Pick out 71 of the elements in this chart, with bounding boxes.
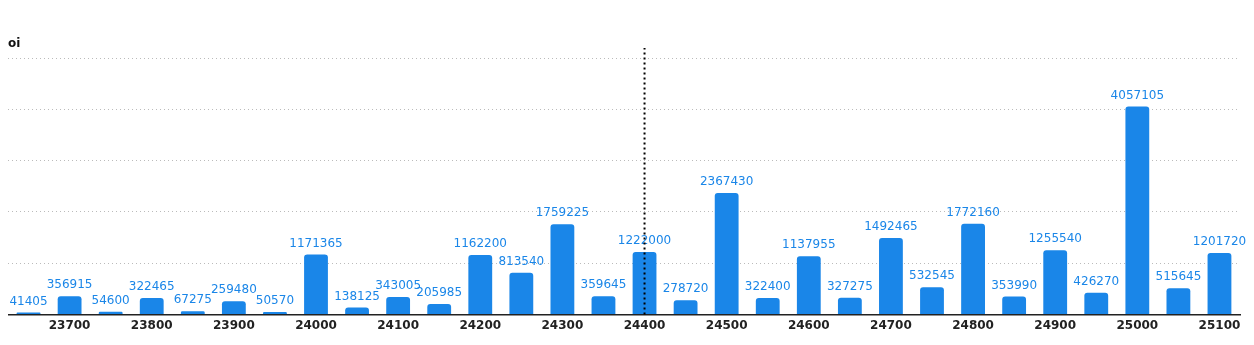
bar	[1125, 106, 1150, 315]
data-label: 138125	[334, 288, 380, 303]
data-label: 322465	[128, 279, 175, 294]
bar	[57, 296, 82, 315]
bar	[427, 304, 452, 315]
data-label: 327275	[826, 278, 873, 293]
data-label: 41405	[9, 293, 48, 308]
x-tick-label: 24100	[377, 317, 420, 332]
bar	[632, 251, 657, 315]
data-label: 4057105	[1110, 87, 1165, 102]
data-label: 426270	[1073, 273, 1120, 288]
bar	[1084, 292, 1109, 315]
x-tick-label: 24800	[952, 317, 994, 332]
data-label: 2367430	[699, 174, 754, 189]
bar	[550, 224, 575, 315]
data-label: 278720	[662, 281, 709, 296]
data-label: 359645	[580, 277, 627, 292]
y-axis-title: oi	[8, 36, 21, 51]
bar	[263, 312, 287, 315]
bar	[961, 223, 985, 315]
data-label: 532545	[909, 268, 955, 283]
bar	[714, 193, 739, 315]
data-label: 1492465	[864, 219, 918, 234]
bar	[879, 238, 903, 315]
bar	[1207, 252, 1232, 315]
data-label: 356915	[46, 277, 93, 292]
data-label: 54600	[91, 292, 130, 307]
data-label: 515645	[1155, 269, 1202, 284]
bar	[755, 298, 780, 315]
data-label: 1137955	[782, 237, 836, 252]
x-tick-label: 24600	[787, 317, 830, 332]
bar	[673, 300, 698, 315]
data-label: 322400	[744, 279, 791, 294]
data-label: 1171365	[289, 235, 343, 250]
bar	[591, 296, 616, 315]
data-label: 1255540	[1028, 231, 1082, 246]
x-tick-label: 24400	[623, 317, 666, 332]
bar	[386, 297, 411, 315]
x-tick-label: 24700	[870, 317, 912, 332]
bar	[345, 307, 369, 315]
bar	[920, 287, 944, 315]
bar	[139, 298, 164, 315]
x-tick-label: 24200	[459, 317, 502, 332]
data-label: 1162200	[453, 236, 507, 251]
bar	[1002, 296, 1027, 315]
bar	[221, 301, 246, 315]
x-tick-label: 24500	[705, 317, 748, 332]
x-tick-label: 24000	[295, 317, 337, 332]
data-label: 1772160	[946, 204, 1000, 219]
x-tick-label: 25100	[1198, 317, 1241, 332]
bar	[796, 256, 821, 315]
x-tick-label: 23700	[48, 317, 91, 332]
data-label: 353990	[991, 277, 1038, 292]
data-label: 67275	[173, 292, 212, 307]
data-label: 1201720	[1192, 234, 1247, 249]
data-label: 813540	[498, 253, 545, 268]
data-label: 1759225	[535, 205, 590, 220]
data-label: 1222000	[617, 233, 672, 248]
x-tick-label: 24300	[541, 317, 584, 332]
bar	[468, 254, 493, 315]
data-label: 50570	[255, 293, 295, 308]
bar	[837, 297, 862, 315]
bar	[1166, 288, 1191, 315]
bar	[304, 254, 328, 315]
bar	[509, 272, 534, 315]
x-tick-label: 23900	[212, 317, 255, 332]
x-tick-label: 25000	[1116, 317, 1159, 332]
x-tick-label: 23800	[130, 317, 173, 332]
bar	[1043, 250, 1068, 315]
x-tick-label: 24900	[1034, 317, 1077, 332]
data-label: 259480	[210, 282, 257, 297]
